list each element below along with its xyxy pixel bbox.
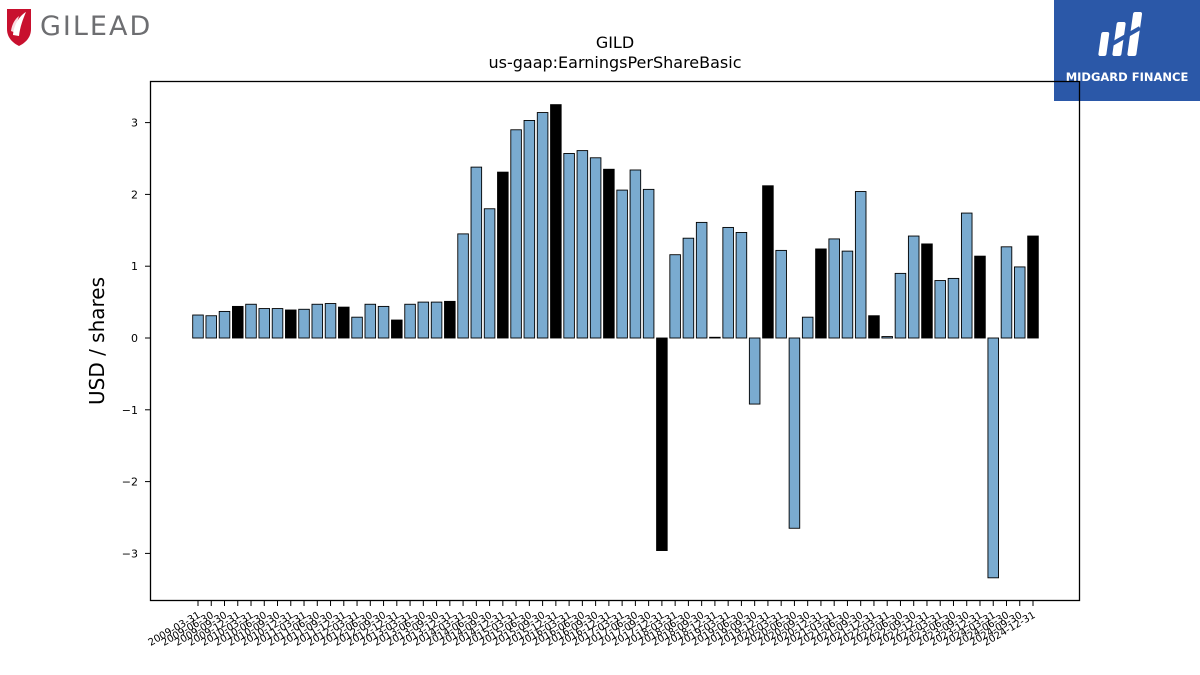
bar-2022-06-30: [894, 272, 907, 339]
bar-2017-12-31: [656, 337, 668, 551]
y-axis-label: USD / shares: [85, 277, 109, 405]
bar-2018-06-30: [682, 237, 695, 339]
bars-group: [192, 104, 1039, 579]
gilead-leaf-icon: [7, 9, 31, 46]
gilead-wordmark: GILEAD: [40, 10, 153, 42]
bar-2021-06-30: [841, 250, 854, 339]
x-ticks-group: 2009-03-312009-06-302009-09-302009-12-31…: [147, 601, 1038, 649]
bar-2020-06-30: [788, 337, 801, 529]
bar-2014-03-31: [457, 233, 469, 339]
plot-frame: [149, 80, 1081, 602]
bar-2016-12-31: [603, 168, 615, 339]
bar-2018-09-30: [695, 221, 708, 339]
bar-2019-09-30: [748, 337, 761, 405]
chart-title: GILD: [596, 33, 634, 52]
bar-2013-06-30: [417, 301, 430, 339]
bar-2011-06-30: [311, 303, 324, 339]
bar-2024-03-31: [987, 337, 999, 579]
y-tick-label: 1: [131, 260, 138, 273]
midgard-emblem-icon: [1098, 12, 1143, 56]
bar-2009-06-30: [205, 315, 217, 339]
bar-2015-09-30: [536, 112, 549, 339]
bar-2018-12-31: [709, 336, 721, 339]
bar-2012-06-30: [364, 303, 377, 339]
gilead-logo: GILEAD: [4, 4, 152, 48]
bar-2023-06-30: [947, 277, 960, 339]
midgard-wordmark: MIDGARD FINANCE: [1065, 70, 1189, 84]
bar-2010-06-30: [258, 308, 271, 339]
bar-2014-09-30: [483, 208, 496, 339]
bar-2012-12-31: [391, 319, 403, 339]
bar-2020-09-30: [801, 316, 814, 339]
bar-2013-12-31: [444, 300, 456, 339]
bar-2023-09-30: [960, 212, 973, 339]
bar-2019-12-31: [762, 185, 774, 339]
bar-2011-09-30: [324, 303, 337, 339]
bar-2018-03-31: [669, 254, 681, 339]
y-tick-label: 0: [131, 332, 138, 345]
bar-2022-09-30: [907, 235, 920, 339]
y-ticks-group: −3 −2 −1 0 1 2 3: [122, 117, 150, 560]
bar-2019-06-30: [735, 231, 748, 339]
bar-2013-09-30: [430, 301, 443, 339]
bar-2024-09-30: [1013, 266, 1026, 339]
bar-2009-03-31: [192, 314, 204, 339]
bar-2020-12-31: [815, 248, 827, 339]
bar-2013-03-31: [404, 303, 416, 339]
y-tick-label: −1: [122, 404, 138, 417]
bar-2022-12-31: [921, 243, 933, 339]
bar-2016-03-31: [563, 153, 575, 339]
bar-2015-03-31: [510, 129, 522, 339]
bar-2010-12-31: [285, 309, 297, 339]
bar-2009-09-30: [218, 310, 231, 339]
bar-2011-03-31: [298, 308, 310, 339]
bar-2015-06-30: [523, 119, 536, 339]
bar-2011-12-31: [338, 306, 350, 339]
bar-2010-09-30: [271, 308, 284, 339]
bar-2016-06-30: [576, 150, 589, 339]
bar-2020-03-31: [775, 249, 787, 339]
y-tick-label: 3: [131, 117, 138, 130]
y-tick-label: −2: [122, 476, 138, 489]
midgard-logo: MIDGARD FINANCE: [1054, 0, 1200, 101]
y-tick-label: 2: [131, 188, 138, 201]
chart-subtitle: us-gaap:EarningsPerShareBasic: [488, 53, 741, 72]
bar-2012-03-31: [351, 316, 363, 339]
bar-2022-03-31: [881, 336, 893, 339]
bar-2017-03-31: [616, 189, 628, 339]
bar-2009-12-31: [232, 305, 244, 339]
y-tick-label: −3: [122, 547, 138, 560]
bar-2014-12-31: [497, 171, 509, 339]
bar-2021-09-30: [854, 191, 867, 339]
bar-2014-06-30: [470, 166, 483, 339]
bar-2024-06-30: [1000, 246, 1013, 339]
bar-2015-12-31: [550, 104, 562, 339]
bar-2019-03-31: [722, 226, 734, 339]
bar-2023-12-31: [974, 255, 986, 339]
bar-2021-12-31: [868, 315, 880, 339]
bar-2016-09-30: [589, 157, 602, 339]
bar-2017-06-30: [629, 169, 642, 339]
bar-2012-09-30: [377, 305, 390, 339]
bar-2010-03-31: [245, 303, 257, 339]
bar-2017-09-30: [642, 188, 655, 339]
bar-2023-03-31: [934, 280, 946, 339]
bar-2021-03-31: [828, 238, 840, 339]
bar-2024-12-31: [1027, 235, 1039, 339]
